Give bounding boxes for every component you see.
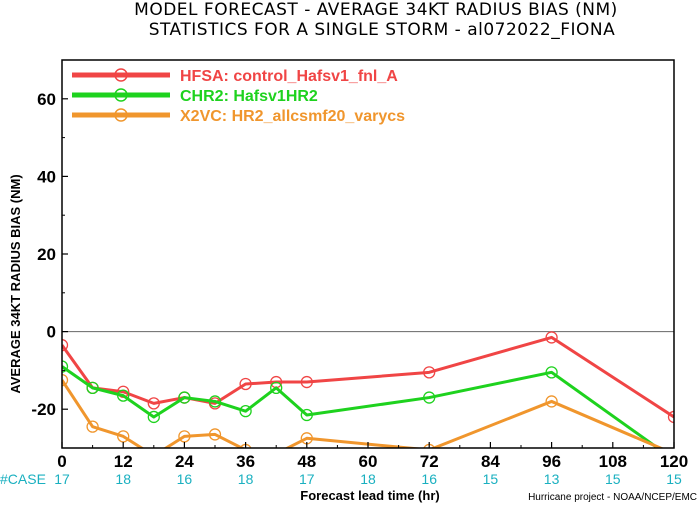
case-count: 18: [360, 471, 376, 487]
y-tick-label: 0: [47, 323, 56, 342]
data-point-marker: [274, 447, 279, 448]
x-tick-label: 12: [114, 452, 133, 471]
x-axis-label: Forecast lead time (hr): [300, 488, 439, 503]
legend-marker: [114, 108, 128, 122]
case-count: 16: [421, 471, 437, 487]
data-point-marker: [300, 408, 313, 422]
case-label: #CASE: [0, 471, 46, 487]
legend-label: HFSA: control_Hafsv1_fnl_A: [180, 68, 398, 85]
data-point-marker: [423, 366, 436, 379]
legend-marker: [114, 88, 128, 102]
case-count: 15: [605, 471, 621, 487]
data-point-marker: [239, 377, 252, 391]
case-count: 17: [299, 471, 315, 487]
data-point-marker: [270, 381, 283, 395]
y-tick-label: 60: [37, 90, 56, 109]
y-tick-label: 40: [37, 167, 56, 186]
data-point-marker: [667, 410, 674, 424]
data-point-marker: [147, 410, 160, 424]
case-count: 18: [238, 471, 254, 487]
case-count-row: 17 18 16 18 17 18 16 15 13 15 15: [54, 471, 682, 487]
data-point-marker: [86, 381, 99, 395]
data-point-marker: [148, 450, 159, 461]
x-tick-label: 0: [57, 452, 66, 471]
case-count: 16: [177, 471, 193, 487]
case-count: 13: [544, 471, 560, 487]
x-tick-label: 84: [481, 452, 500, 471]
x-tick-label: 48: [297, 452, 316, 471]
data-point-marker: [300, 375, 313, 389]
legend-marker: [114, 68, 128, 82]
data-point-marker: [208, 428, 222, 441]
data-point-marker: [239, 404, 252, 418]
data-point-marker: [545, 395, 558, 408]
chart-subtitle: STATISTICS FOR A SINGLE STORM - al072022…: [149, 20, 616, 40]
legend-label: X2VC: HR2_allcsmf20_varycs: [180, 108, 405, 125]
x-tick-label: 36: [236, 452, 255, 471]
y-axis-label-group: AVERAGE 34KT RADIUS BIAS (NM): [8, 174, 23, 393]
case-count: 15: [666, 471, 682, 487]
data-point-marker: [178, 430, 191, 443]
x-tick-label: 108: [599, 452, 627, 471]
x-tick-label: 72: [420, 452, 439, 471]
data-point-marker: [147, 397, 160, 410]
credit-text: Hurricane project - NOAA/NCEP/EMC: [528, 492, 697, 503]
y-axis: -20 0 20 40 60: [31, 59, 68, 449]
y-axis-label: AVERAGE 34KT RADIUS BIAS (NM): [8, 174, 23, 393]
data-point-marker: [62, 339, 69, 352]
data-point-marker: [423, 391, 436, 404]
y-tick-label: 20: [37, 245, 56, 264]
legend: HFSA: control_Hafsv1_fnl_A CHR2: Hafsv1HR…: [72, 68, 405, 125]
x-tick-label: 120: [660, 452, 688, 471]
data-point-marker: [545, 366, 558, 379]
data-point-marker: [545, 331, 558, 344]
case-count: 15: [483, 471, 499, 487]
series-layer: [62, 331, 674, 461]
case-count: 18: [115, 471, 131, 487]
legend-label: CHR2: Hafsv1HR2: [180, 88, 318, 105]
data-point-marker: [62, 373, 69, 387]
x-axis: 0 12 24 36 48 60 72 84 96 108 120: [57, 442, 688, 471]
data-point-marker: [62, 360, 69, 373]
data-point-marker: [178, 391, 191, 404]
x-tick-label: 96: [542, 452, 561, 471]
data-point-marker: [208, 395, 222, 408]
x-tick-label: 24: [175, 452, 194, 471]
x-tick-label: 60: [359, 452, 378, 471]
chart-title: MODEL FORECAST - AVERAGE 34KT RADIUS BIA…: [134, 0, 618, 20]
data-point-marker: [117, 389, 130, 402]
y-tick-label: -20: [31, 400, 56, 419]
data-point-marker: [86, 420, 99, 433]
case-count: 17: [54, 471, 70, 487]
data-point-marker: [117, 430, 130, 443]
